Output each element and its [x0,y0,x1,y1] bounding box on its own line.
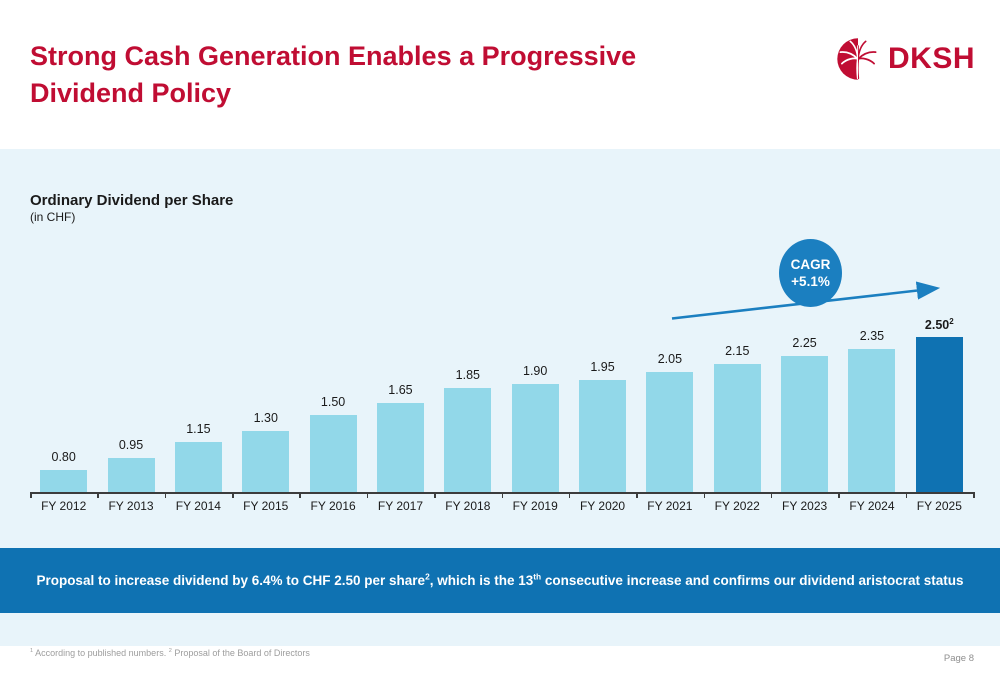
cagr-badge: CAGR +5.1% [779,239,842,307]
footnote-marker: 2 [949,317,954,326]
bar-value-label: 0.80 [51,450,76,464]
bar-value-label: 1.50 [320,395,346,409]
bar-value-label: 1.30 [253,411,278,425]
x-axis-tick [973,493,975,498]
x-axis-tick [568,493,571,498]
x-axis-label: FY 2014 [175,499,221,513]
bar [511,384,559,493]
bar-value-label: 2.15 [725,344,750,358]
x-axis-label: FY 2023 [782,499,828,513]
proposal-banner-text: Proposal to increase dividend by 6.4% to… [36,571,964,588]
footnotes: 1 According to published numbers. 2 Prop… [30,648,310,658]
x-axis-label: FY 2016 [310,499,356,513]
bar [376,403,424,493]
bar [915,337,963,493]
bar [781,356,829,493]
bar-value-label: 1.90 [523,364,548,378]
x-axis-label: FY 2017 [377,499,424,513]
chart-subtitle: (in CHF) [30,210,76,224]
x-axis-label: FY 2022 [714,499,760,513]
x-axis-label: FY 2019 [512,499,558,513]
x-axis-label: FY 2015 [243,499,289,513]
dksh-logo-text: DKSH [887,42,975,75]
bar-value-label: 0.95 [118,438,144,452]
x-axis-tick [299,493,301,498]
bar [309,415,357,493]
bar-value-label: 1.15 [186,422,211,436]
bar [646,372,694,493]
bar [40,470,88,493]
bar-value-label: 2.502 [924,317,954,333]
bar [107,458,155,493]
bar [848,349,896,493]
x-axis-tick [30,493,32,498]
bar-value-label: 2.25 [792,336,817,350]
bar [579,380,627,493]
bar [713,364,761,493]
x-axis-tick [703,493,706,498]
page-title-line1: Strong Cash Generation Enables a Progres… [30,41,637,71]
bar [242,431,290,493]
x-axis-tick [905,493,908,498]
x-axis-label: FY 2013 [108,499,154,513]
dksh-logo: DKSH [835,36,975,82]
bar [174,442,222,493]
cagr-label: CAGR [790,257,831,272]
x-axis-tick [636,493,638,498]
x-axis-tick [232,493,234,498]
x-axis-label: FY 2012 [41,499,87,513]
cagr-value: +5.1% [791,274,830,289]
chart-title: Ordinary Dividend per Share [30,192,234,209]
x-axis-label: FY 2025 [916,499,962,513]
x-axis-tick [434,493,436,498]
page-title-line2: Dividend Policy [30,78,232,108]
x-axis-label: FY 2024 [849,499,895,513]
x-axis-label: FY 2020 [579,499,626,513]
x-axis-tick [770,493,773,498]
x-axis [30,492,975,494]
page-number: Page 8 [943,653,974,664]
x-axis-label: FY 2018 [445,499,491,513]
proposal-banner: Proposal to increase dividend by 6.4% to… [0,548,1000,613]
bar-value-label: 1.65 [388,383,413,397]
x-axis-tick [366,493,369,498]
bar-value-label: 1.95 [590,360,615,374]
x-axis-tick [838,493,840,498]
bar-value-label: 1.85 [455,368,480,382]
page-title: Strong Cash Generation Enables a Progres… [30,38,750,112]
x-axis-label: FY 2021 [647,499,693,513]
x-axis-tick [164,493,167,498]
x-axis-tick [501,493,503,498]
palm-tree-icon [837,38,877,80]
bar [444,388,492,493]
bar-value-label: 2.35 [859,329,885,343]
x-axis-tick [97,493,99,498]
bar-value-label: 2.05 [657,352,683,366]
